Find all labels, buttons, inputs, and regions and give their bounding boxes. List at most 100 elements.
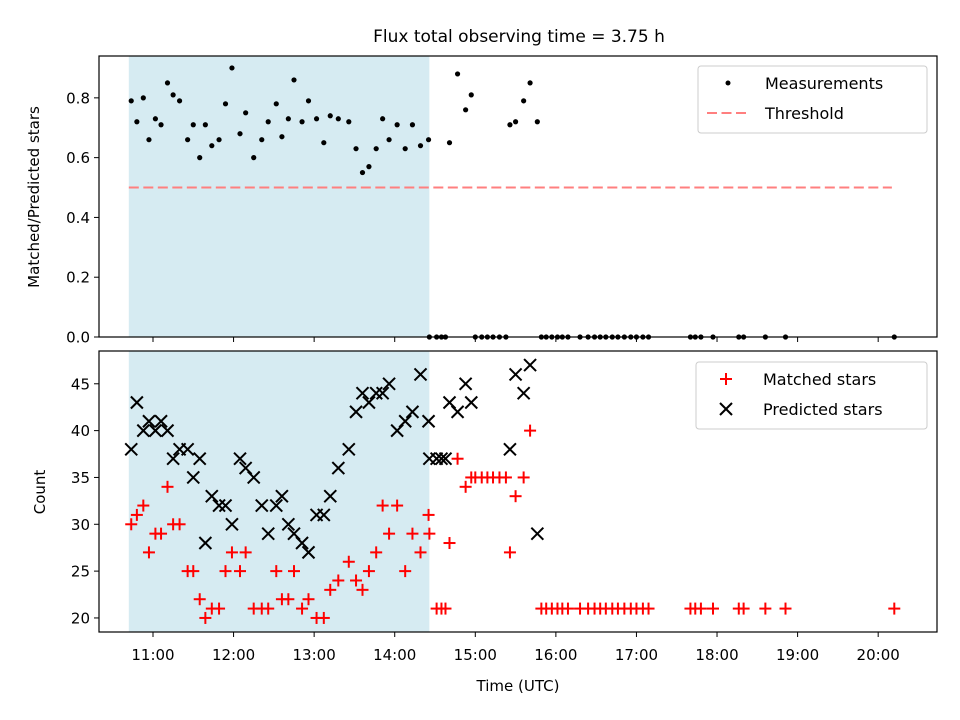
bottom-xtick-label: 11:00 [131, 646, 174, 664]
measurement-point [251, 155, 257, 161]
measurement-point [164, 80, 171, 86]
measurement-point [279, 134, 285, 140]
measurement-point [454, 71, 461, 77]
predicted-star-point [331, 461, 346, 475]
predicted-star-point [458, 377, 473, 391]
measurement-point [305, 98, 312, 104]
predicted-star-point [503, 442, 517, 457]
predicted-star-point [255, 498, 269, 513]
measurement-point [170, 92, 176, 98]
measurement-point [209, 143, 215, 149]
bottom-xtick-label: 14:00 [373, 646, 416, 664]
measurement-point [190, 122, 196, 128]
bottom-xtick-label: 20:00 [857, 646, 900, 664]
measurement-point [521, 98, 527, 104]
bottom-shaded-span [128, 351, 430, 632]
bottom-xtick-label: 18:00 [695, 646, 738, 664]
matched-star-point [356, 583, 369, 596]
matched-star-point [282, 593, 295, 606]
matched-star-point [517, 471, 530, 484]
bottom-y-ticks: 20 25 30 35 40 45 [71, 375, 99, 627]
matched-star-point [262, 602, 275, 615]
bottom-ytick-label: 30 [71, 516, 90, 534]
matched-star-point [225, 546, 238, 559]
measurement-point [409, 122, 416, 128]
measurement-point [273, 101, 279, 107]
predicted-star-point [438, 452, 453, 466]
matched-star-point [317, 611, 330, 624]
chart-title: Flux total observing time = 3.75 h [373, 27, 665, 47]
measurement-point [463, 107, 469, 113]
matched-star-point [451, 452, 464, 465]
predicted-star-point [269, 498, 283, 513]
measurement-point [128, 98, 134, 104]
measurement-point [386, 137, 392, 143]
predicted-star-point [405, 405, 420, 419]
bottom-ytick-label: 40 [71, 422, 90, 440]
bottom-ytick-label: 35 [71, 469, 90, 487]
measurement-point [534, 119, 540, 125]
measurement-point [380, 116, 386, 122]
predicted-star-point [124, 442, 138, 457]
matched-star-point [391, 499, 404, 512]
legend-predicted-marker [719, 402, 733, 416]
top-ytick-label: 0.2 [66, 269, 90, 287]
bottom-xtick-label: 15:00 [454, 646, 497, 664]
matched-star-point [370, 546, 383, 559]
measurement-point [359, 169, 366, 176]
matched-star-point [332, 574, 345, 587]
measurement-point [373, 146, 379, 152]
matched-star-point [414, 546, 427, 559]
legend-measurements-label: Measurements [765, 74, 883, 93]
measurement-point [222, 101, 229, 107]
matched-star-point [350, 574, 363, 587]
matched-star-point [199, 611, 212, 624]
measurement-point [313, 116, 320, 122]
matched-star-point [187, 565, 200, 578]
bottom-axes-frame [98, 350, 938, 633]
matched-star-point [130, 508, 143, 521]
bottom-xtick-label: 17:00 [615, 646, 658, 664]
matched-star-point [888, 602, 901, 615]
predicted-star-point [323, 489, 337, 503]
measurement-point [346, 119, 352, 125]
matched-star-point [443, 537, 456, 550]
bottom-xtick-label: 13:00 [293, 646, 336, 664]
matched-star-point [423, 527, 436, 540]
matched-star-point [234, 565, 247, 578]
bottom-series-layer [124, 358, 901, 624]
matched-star-point [173, 518, 186, 531]
matched-star-point [737, 602, 750, 615]
matched-star-point [161, 480, 174, 493]
measurement-point [237, 131, 243, 137]
top-shaded-span [128, 56, 430, 337]
top-ytick-label: 0.8 [66, 89, 90, 107]
matched-star-point [137, 499, 150, 512]
matched-star-point [509, 490, 522, 503]
predicted-star-point [218, 498, 233, 513]
bottom-ytick-label: 45 [71, 375, 90, 393]
measurement-point [216, 137, 222, 143]
predicted-star-point [261, 526, 275, 541]
matched-star-point [706, 602, 719, 615]
measurement-point [425, 137, 432, 143]
top-panel: 0.00.20.40.60.8 Matched/Predicted stars … [25, 55, 938, 347]
bottom-legend: Matched stars Predicted stars [695, 361, 928, 430]
predicted-star-point [295, 536, 309, 550]
matched-star-point [499, 471, 512, 484]
predicted-star-point [225, 517, 239, 531]
predicted-star-point [160, 423, 175, 438]
matched-star-point [406, 527, 419, 540]
top-legend-box [697, 65, 928, 134]
predicted-star-point [275, 489, 289, 503]
predicted-star-point [413, 367, 428, 382]
predicted-star-point [421, 414, 436, 428]
matched-star-point [439, 602, 452, 615]
bottom-ytick-label: 20 [71, 609, 90, 627]
matched-star-point [239, 546, 252, 559]
matched-star-point [422, 508, 435, 521]
x-axis-label: Time (UTC) [476, 677, 560, 695]
predicted-star-point [355, 386, 370, 400]
measurement-point [134, 119, 140, 125]
measurement-point [417, 143, 424, 149]
